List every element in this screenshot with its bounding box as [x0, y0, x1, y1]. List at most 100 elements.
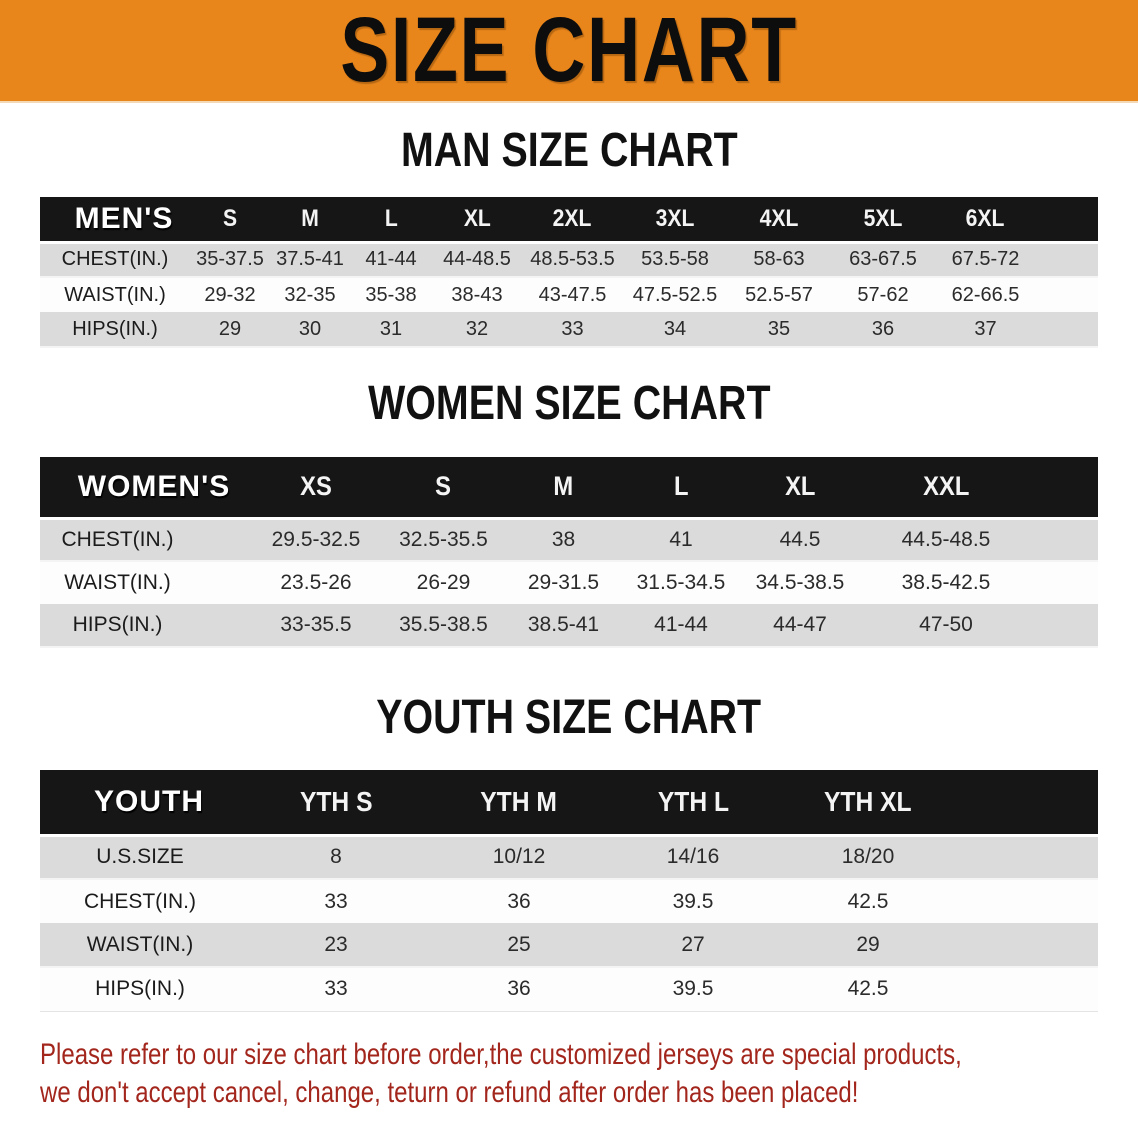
women-hips-row: HIPS(IN.) 33-35.5 35.5-38.5 38.5-41 41-4… [40, 604, 1098, 648]
row-label: HIPS(IN.) [40, 967, 240, 1012]
size-col-header: XL [740, 457, 860, 518]
women-chest-row: CHEST(IN.) 29.5-32.5 32.5-35.5 38 41 44.… [40, 516, 1098, 562]
row-label: CHEST(IN.) [40, 240, 190, 278]
size-cell: 31 [350, 312, 432, 348]
spacer-cell [956, 923, 1098, 968]
size-cell: 63-67.5 [831, 240, 935, 278]
size-cell: 35-38 [350, 277, 432, 312]
size-cell: 29 [190, 312, 270, 348]
size-cell: 36 [432, 879, 606, 923]
size-col-header: M [270, 197, 350, 242]
size-cell: 44-48.5 [432, 240, 522, 278]
disclaimer-text: Please refer to our size chart before or… [40, 1036, 1138, 1112]
row-label: WAIST(IN.) [40, 277, 190, 312]
size-col-header: S [382, 457, 505, 518]
size-cell: 10/12 [432, 833, 606, 880]
men-hips-row: HIPS(IN.) 29 30 31 32 33 34 35 36 37 [40, 312, 1098, 348]
size-cell: 31.5-34.5 [622, 561, 740, 604]
disclaimer-line-2: we don't accept cancel, change, teturn o… [40, 1075, 859, 1109]
size-cell: 37 [935, 312, 1098, 348]
youth-size-table: YOUTH YTH S YTH M YTH L YTH XL U.S.SIZE … [40, 770, 1098, 1012]
size-col-header: YTH L [606, 770, 780, 835]
size-col-header: XL [432, 197, 522, 242]
size-col-header: 5XL [831, 197, 935, 242]
size-cell: 44.5-48.5 [860, 516, 1098, 562]
women-header-row: WOMEN'S XS S M L XL XXL [40, 457, 1098, 518]
men-section-title: MAN SIZE CHART [400, 124, 738, 177]
women-section-title: WOMEN SIZE CHART [367, 377, 771, 430]
size-cell: 52.5-57 [727, 277, 831, 312]
banner-title: SIZE CHART [340, 0, 798, 101]
size-cell: 35 [727, 312, 831, 348]
size-cell: 57-62 [831, 277, 935, 312]
men-chest-row: CHEST(IN.) 35-37.5 37.5-41 41-44 44-48.5… [40, 240, 1098, 278]
size-col-header: S [190, 197, 270, 242]
size-cell: 35.5-38.5 [382, 604, 505, 648]
size-cell: 32 [432, 312, 522, 348]
row-label: CHEST(IN.) [40, 516, 250, 562]
youth-section-title: YOUTH SIZE CHART [376, 691, 762, 744]
youth-ussize-row: U.S.SIZE 8 10/12 14/16 18/20 [40, 833, 1098, 880]
youth-chest-row: CHEST(IN.) 33 36 39.5 42.5 [40, 879, 1098, 923]
size-cell: 42.5 [780, 879, 956, 923]
size-cell: 29-31.5 [505, 561, 622, 604]
size-col-header: L [622, 457, 740, 518]
size-cell: 37.5-41 [270, 240, 350, 278]
size-cell: 67.5-72 [935, 240, 1098, 278]
size-col-header: YTH M [432, 770, 606, 835]
size-col-header: XS [250, 457, 382, 518]
size-col-header: 4XL [727, 197, 831, 242]
youth-header-row: YOUTH YTH S YTH M YTH L YTH XL [40, 770, 1098, 835]
size-cell: 33 [240, 967, 432, 1012]
spacer-cell [956, 833, 1098, 880]
size-cell: 48.5-53.5 [522, 240, 623, 278]
women-size-table: WOMEN'S XS S M L XL XXL CHEST(IN.) 29.5-… [40, 457, 1098, 648]
row-label: CHEST(IN.) [40, 879, 240, 923]
size-cell: 38-43 [432, 277, 522, 312]
size-col-header: YTH XL [780, 770, 956, 835]
size-cell: 27 [606, 923, 780, 968]
size-cell: 25 [432, 923, 606, 968]
men-size-table: MEN'S S M L XL 2XL 3XL 4XL 5XL 6XL CHEST… [40, 197, 1098, 348]
men-waist-row: WAIST(IN.) 29-32 32-35 35-38 38-43 43-47… [40, 277, 1098, 312]
size-cell: 14/16 [606, 833, 780, 880]
size-cell: 23.5-26 [250, 561, 382, 604]
size-cell: 29 [780, 923, 956, 968]
size-cell: 34 [623, 312, 727, 348]
size-cell: 38.5-41 [505, 604, 622, 648]
size-cell: 32-35 [270, 277, 350, 312]
women-table-label: WOMEN'S [40, 457, 250, 518]
men-header-row: MEN'S S M L XL 2XL 3XL 4XL 5XL 6XL [40, 197, 1098, 242]
spacer-cell [956, 770, 1098, 835]
size-col-header: XXL [860, 457, 1098, 518]
youth-hips-row: HIPS(IN.) 33 36 39.5 42.5 [40, 967, 1098, 1012]
size-cell: 32.5-35.5 [382, 516, 505, 562]
size-col-header: 6XL [935, 197, 1098, 242]
size-cell: 23 [240, 923, 432, 968]
size-col-header: L [350, 197, 432, 242]
size-cell: 36 [432, 967, 606, 1012]
size-cell: 39.5 [606, 967, 780, 1012]
size-cell: 29-32 [190, 277, 270, 312]
size-cell: 42.5 [780, 967, 956, 1012]
size-cell: 34.5-38.5 [740, 561, 860, 604]
size-cell: 41-44 [622, 604, 740, 648]
size-cell: 38.5-42.5 [860, 561, 1098, 604]
size-cell: 33 [522, 312, 623, 348]
size-col-header: YTH S [240, 770, 432, 835]
banner: SIZE CHART [0, 0, 1138, 103]
size-cell: 18/20 [780, 833, 956, 880]
size-col-header: 2XL [522, 197, 623, 242]
row-label: U.S.SIZE [40, 833, 240, 880]
row-label: HIPS(IN.) [40, 604, 250, 648]
size-cell: 41-44 [350, 240, 432, 278]
size-cell: 39.5 [606, 879, 780, 923]
youth-waist-row: WAIST(IN.) 23 25 27 29 [40, 923, 1098, 968]
size-cell: 62-66.5 [935, 277, 1098, 312]
size-cell: 41 [622, 516, 740, 562]
size-cell: 26-29 [382, 561, 505, 604]
size-cell: 44-47 [740, 604, 860, 648]
size-cell: 8 [240, 833, 432, 880]
disclaimer-line-1: Please refer to our size chart before or… [40, 1037, 962, 1071]
size-cell: 47-50 [860, 604, 1098, 648]
